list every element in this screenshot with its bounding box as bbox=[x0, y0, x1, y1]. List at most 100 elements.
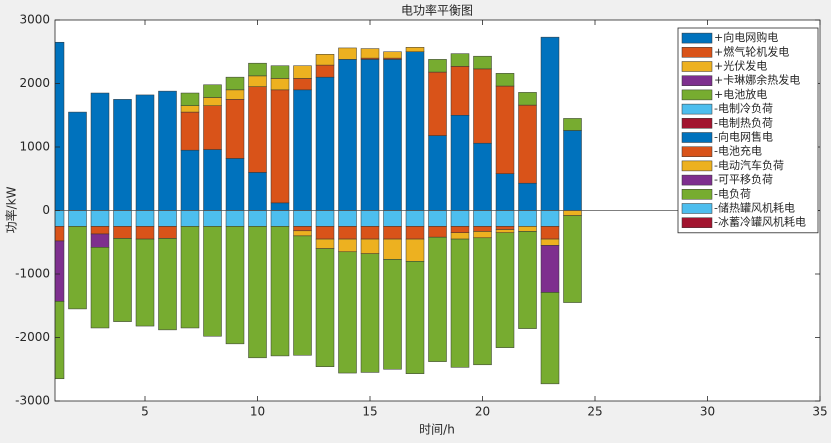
bar-segment bbox=[90, 247, 110, 329]
bar-segment bbox=[158, 210, 177, 227]
bar-segment bbox=[55, 240, 65, 302]
bar-segment bbox=[473, 142, 492, 211]
bar-segment bbox=[158, 226, 177, 239]
legend-label: -可平移负荷 bbox=[714, 172, 773, 186]
bar-segment bbox=[405, 238, 425, 262]
bar-segment bbox=[180, 105, 200, 113]
bar-segment bbox=[180, 92, 200, 106]
bar-segment bbox=[473, 68, 492, 144]
bar-segment bbox=[540, 36, 560, 211]
bar-segment bbox=[518, 92, 537, 106]
bar-segment bbox=[135, 238, 155, 327]
bar-segment bbox=[338, 251, 357, 374]
bar-segment bbox=[428, 59, 447, 73]
bar-segment bbox=[315, 226, 335, 240]
legend-swatch bbox=[681, 75, 713, 86]
bar-segment bbox=[180, 226, 200, 329]
legend-label: +光伏发电 bbox=[714, 59, 767, 73]
bar-segment bbox=[518, 210, 537, 227]
bar-segment bbox=[563, 130, 582, 211]
legend-swatch bbox=[681, 203, 713, 214]
bar-segment bbox=[203, 149, 222, 211]
bar-segment bbox=[180, 111, 200, 151]
bar-segment bbox=[383, 51, 402, 59]
bar-segment bbox=[518, 182, 537, 211]
bar-segment bbox=[248, 86, 267, 173]
bar-segment bbox=[383, 59, 402, 211]
bar-segment bbox=[270, 78, 290, 91]
bar-segment bbox=[428, 71, 447, 136]
bar-segment bbox=[225, 76, 245, 91]
bar-segment bbox=[450, 210, 470, 227]
bar-segment bbox=[540, 226, 560, 240]
legend-swatch bbox=[681, 146, 713, 157]
bar-segment bbox=[405, 261, 425, 374]
bar-segment bbox=[360, 210, 380, 227]
y-axis-label: 功率/kW bbox=[4, 186, 19, 233]
bar-segment bbox=[270, 65, 290, 79]
bar-segment bbox=[360, 59, 380, 211]
bar-segment bbox=[518, 104, 537, 184]
bars bbox=[55, 36, 820, 385]
bar-segment bbox=[55, 226, 65, 242]
y-tick-label: 1000 bbox=[19, 140, 50, 154]
bar-segment bbox=[68, 226, 87, 310]
legend-swatch bbox=[681, 47, 713, 58]
chart-title: 电功率平衡图 bbox=[401, 3, 473, 18]
legend-swatch bbox=[681, 217, 713, 228]
bar-segment bbox=[495, 173, 515, 211]
x-tick-label: 20 bbox=[475, 405, 490, 419]
bar-segment bbox=[450, 238, 470, 368]
y-tick-label: 3000 bbox=[19, 13, 50, 27]
bar-segment bbox=[135, 210, 155, 227]
x-tick-label: 30 bbox=[700, 405, 715, 419]
bar-segment bbox=[360, 253, 380, 373]
bar-segment bbox=[383, 259, 402, 370]
bar-segment bbox=[113, 226, 132, 239]
bar-segment bbox=[563, 215, 582, 303]
y-tick-label: -2000 bbox=[15, 330, 50, 344]
bar-segment bbox=[338, 238, 357, 253]
bar-segment bbox=[428, 236, 447, 362]
bar-segment bbox=[248, 62, 267, 77]
legend-label: +燃气轮机发电 bbox=[714, 44, 789, 58]
bar-segment bbox=[495, 232, 515, 348]
bar-segment bbox=[518, 231, 537, 329]
bar-segment bbox=[405, 226, 425, 240]
bar-segment bbox=[563, 210, 582, 216]
bar-segment bbox=[293, 65, 312, 79]
bar-segment bbox=[360, 48, 380, 59]
bar-segment bbox=[473, 210, 492, 227]
bar-segment bbox=[225, 99, 245, 159]
bar-segment bbox=[563, 118, 582, 131]
bar-segment bbox=[270, 202, 290, 211]
bar-segment bbox=[113, 238, 132, 322]
bar-segment bbox=[540, 238, 560, 246]
bar-segment bbox=[518, 226, 537, 232]
legend-label: -储热罐风机耗电 bbox=[714, 201, 795, 215]
bar-segment bbox=[473, 231, 492, 239]
bar-segment bbox=[383, 210, 402, 227]
bar-segment bbox=[180, 149, 200, 211]
bar-segment bbox=[315, 76, 335, 211]
bar-segment bbox=[315, 210, 335, 227]
bar-segment bbox=[450, 232, 470, 240]
bar-segment bbox=[360, 238, 380, 254]
bar-segment bbox=[473, 237, 492, 366]
bar-segment bbox=[248, 172, 267, 211]
y-tick-label: 0 bbox=[42, 203, 50, 217]
bar-segment bbox=[270, 89, 290, 204]
bar-segment bbox=[293, 230, 312, 237]
bar-segment bbox=[293, 235, 312, 356]
bar-segment bbox=[113, 99, 132, 211]
bar-segment bbox=[55, 301, 65, 380]
bar-segment bbox=[540, 210, 560, 227]
bar-segment bbox=[338, 210, 357, 227]
legend-swatch bbox=[681, 132, 713, 143]
legend-swatch bbox=[681, 189, 713, 200]
bar-segment bbox=[293, 89, 312, 211]
bar-segment bbox=[180, 210, 200, 227]
bar-segment bbox=[248, 226, 267, 359]
legend-swatch bbox=[681, 103, 713, 115]
bar-segment bbox=[428, 135, 447, 211]
